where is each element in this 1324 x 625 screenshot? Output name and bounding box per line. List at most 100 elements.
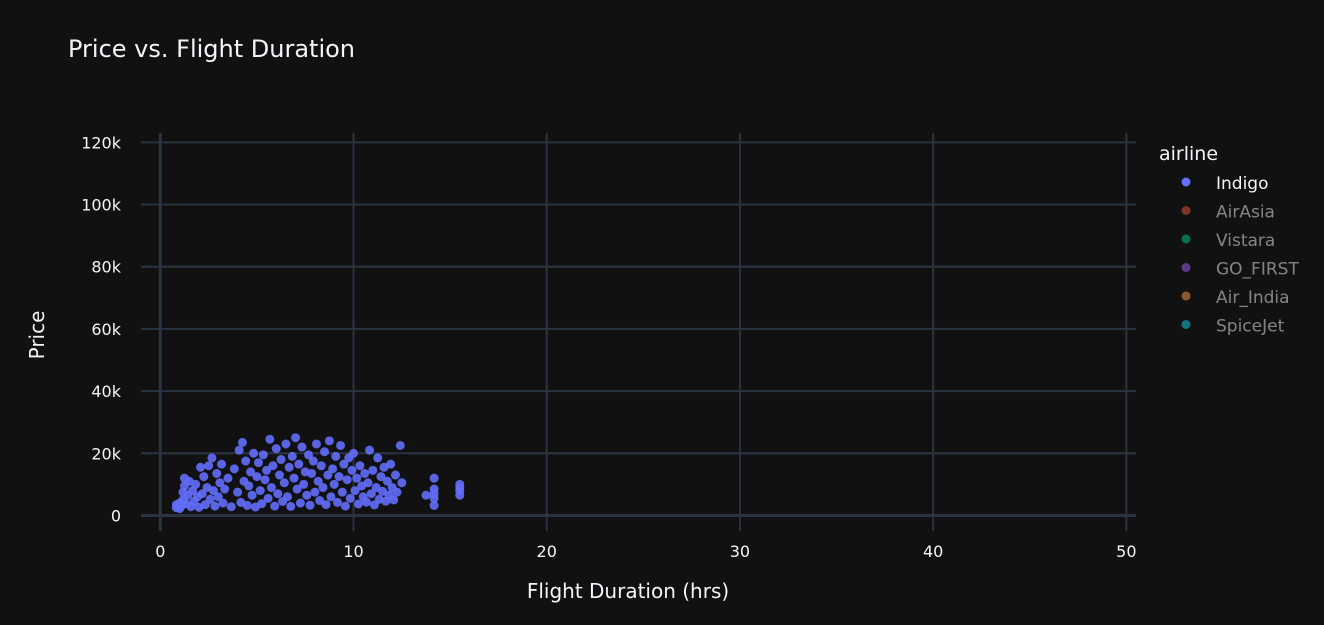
data-point[interactable] [207,453,217,463]
data-point[interactable] [268,461,278,471]
legend-item[interactable]: Indigo [1181,174,1269,194]
data-point[interactable] [217,459,227,469]
data-point[interactable] [350,486,360,496]
data-point[interactable] [329,479,339,489]
legend-item[interactable]: Vistara [1181,231,1276,251]
data-point[interactable] [308,456,318,466]
data-point[interactable] [215,478,225,488]
data-point[interactable] [389,495,399,505]
data-point[interactable] [316,461,326,471]
data-point[interactable] [368,465,378,475]
data-point[interactable] [382,476,392,486]
data-point[interactable] [262,465,272,475]
data-point[interactable] [284,462,294,472]
data-point[interactable] [287,451,297,461]
data-point[interactable] [397,478,407,488]
data-point[interactable] [299,479,309,489]
data-point[interactable] [249,448,259,458]
data-point[interactable] [233,487,243,497]
data-point[interactable] [353,499,363,509]
data-point[interactable] [365,445,375,455]
legend-item[interactable]: Air_India [1181,288,1290,308]
data-point[interactable] [257,499,267,509]
data-point[interactable] [347,465,357,475]
data-point[interactable] [286,501,296,511]
data-point[interactable] [305,500,315,510]
legend-item[interactable]: SpiceJet [1181,317,1285,337]
data-point[interactable] [360,468,370,478]
data-point[interactable] [191,479,201,489]
data-point[interactable] [273,489,283,499]
data-point[interactable] [197,489,207,499]
legend-item[interactable]: AirAsia [1181,203,1275,223]
data-point[interactable] [313,476,323,486]
data-point[interactable] [355,461,365,471]
data-point[interactable] [208,486,218,496]
data-point[interactable] [271,444,281,454]
data-point[interactable] [291,433,301,443]
data-point[interactable] [318,482,328,492]
data-point[interactable] [292,484,302,494]
data-point[interactable] [336,440,346,450]
data-point[interactable] [352,473,362,483]
data-point[interactable] [376,472,386,482]
data-point[interactable] [328,464,338,474]
data-point[interactable] [294,459,304,469]
data-point[interactable] [373,453,383,463]
data-point[interactable] [429,473,439,483]
data-point[interactable] [258,450,268,460]
data-point[interactable] [266,482,276,492]
data-point[interactable] [340,501,350,511]
data-point[interactable] [204,461,214,471]
data-point[interactable] [281,439,291,449]
data-point[interactable] [392,487,402,497]
data-point[interactable] [234,445,244,455]
data-point[interactable] [331,451,341,461]
data-point[interactable] [282,492,292,502]
data-point[interactable] [213,492,223,502]
data-point[interactable] [421,490,431,500]
data-point[interactable] [321,500,331,510]
data-point[interactable] [302,490,312,500]
data-point[interactable] [210,501,220,511]
data-point[interactable] [363,478,373,488]
data-point[interactable] [455,479,465,489]
data-point[interactable] [366,489,376,499]
data-point[interactable] [307,468,317,478]
data-point[interactable] [212,468,222,478]
data-point[interactable] [326,492,336,502]
data-point[interactable] [263,493,273,503]
data-point[interactable] [323,470,333,480]
data-point[interactable] [332,497,342,507]
data-point[interactable] [229,464,239,474]
data-point[interactable] [218,498,228,508]
data-point[interactable] [310,487,320,497]
data-point[interactable] [275,470,285,480]
data-point[interactable] [349,448,359,458]
data-point[interactable] [246,467,256,477]
data-point[interactable] [260,475,270,485]
data-point[interactable] [199,472,209,482]
data-point[interactable] [220,484,230,494]
data-point[interactable] [255,486,265,496]
data-point[interactable] [429,484,439,494]
data-point[interactable] [390,470,400,480]
data-point[interactable] [205,494,215,504]
data-point[interactable] [311,439,321,449]
data-point[interactable] [226,502,236,512]
data-point[interactable] [223,473,233,483]
data-point[interactable] [196,462,206,472]
data-point[interactable] [295,498,305,508]
data-point[interactable] [386,459,396,469]
data-point[interactable] [252,472,262,482]
data-point[interactable] [241,456,251,466]
data-point[interactable] [304,450,314,460]
data-point[interactable] [279,478,289,488]
legend-item[interactable]: GO_FIRST [1181,260,1300,280]
data-point[interactable] [242,501,252,511]
data-point[interactable] [276,454,286,464]
data-point[interactable] [244,481,254,491]
data-point[interactable] [265,434,275,444]
data-point[interactable] [361,497,371,507]
data-point[interactable] [289,473,299,483]
